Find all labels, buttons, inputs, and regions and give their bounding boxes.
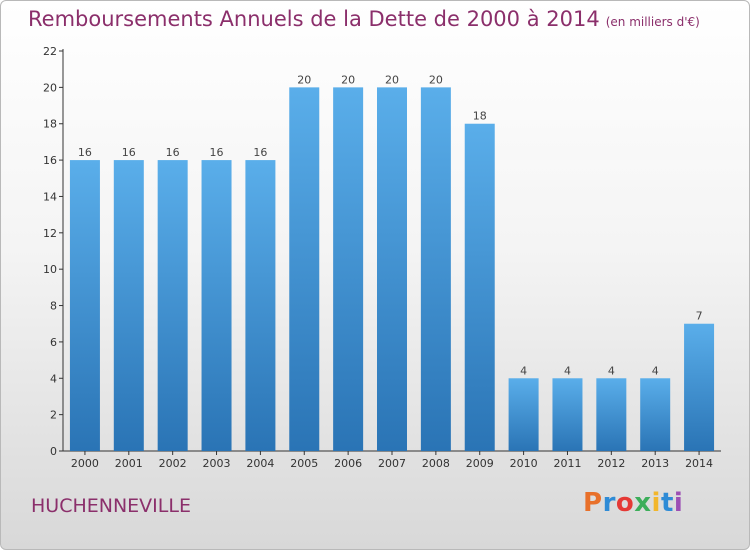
bar-2005: [289, 87, 320, 451]
data-label-2003: 16: [210, 146, 224, 159]
bar-2001: [113, 160, 144, 451]
data-label-2001: 16: [122, 146, 136, 159]
chart-title: Remboursements Annuels de la Dette de 20…: [28, 7, 700, 31]
chart-title-unit: (en milliers d'€): [605, 15, 700, 29]
commune-name: HUCHENNEVILLE: [31, 495, 191, 517]
x-tick-label: 2011: [553, 457, 581, 470]
logo-letter: r: [602, 488, 616, 518]
bar-2013: [640, 378, 671, 451]
x-tick-label: 2012: [597, 457, 625, 470]
x-tick-label: 2002: [159, 457, 187, 470]
x-tick-label: 2003: [203, 457, 231, 470]
data-label-2002: 16: [166, 146, 180, 159]
y-tick-label: 16: [43, 154, 57, 167]
bar-2003: [201, 160, 232, 451]
data-label-2004: 16: [253, 146, 267, 159]
bar-2010: [508, 378, 539, 451]
proxiti-logo: Proxiti: [583, 488, 683, 518]
y-tick-label: 8: [50, 300, 57, 313]
bar-2009: [464, 123, 495, 452]
bar-2008: [420, 87, 451, 451]
data-label-2013: 4: [652, 364, 659, 377]
logo-letter: t: [660, 488, 674, 518]
data-label-2007: 20: [385, 73, 399, 86]
x-tick-label: 2010: [510, 457, 538, 470]
data-label-2014: 7: [696, 310, 703, 323]
y-tick-label: 0: [50, 445, 57, 458]
data-label-2005: 20: [297, 73, 311, 86]
bar-2014: [684, 323, 715, 451]
bar-2012: [596, 378, 627, 451]
x-tick-label: 2004: [246, 457, 274, 470]
x-tick-label: 2009: [466, 457, 494, 470]
data-label-2008: 20: [429, 73, 443, 86]
data-label-2010: 4: [520, 364, 527, 377]
data-label-2006: 20: [341, 73, 355, 86]
bar-2004: [245, 160, 276, 451]
y-tick-label: 14: [43, 190, 57, 203]
logo-letter: x: [634, 488, 652, 518]
x-tick-label: 2013: [641, 457, 669, 470]
logo-letter: P: [583, 488, 603, 518]
x-tick-label: 2000: [71, 457, 99, 470]
chart-data-labels: 16 16 16 16 16 20 20 20 20 18 4 4 4 4 7: [78, 73, 703, 377]
y-tick-label: 20: [43, 81, 57, 94]
bar-2002: [157, 160, 188, 451]
x-tick-label: 2007: [378, 457, 406, 470]
x-tick-label: 2006: [334, 457, 362, 470]
y-tick-label: 2: [50, 409, 57, 422]
y-tick-label: 4: [50, 372, 57, 385]
data-label-2000: 16: [78, 146, 92, 159]
chart-bars: [69, 87, 715, 452]
data-label-2012: 4: [608, 364, 615, 377]
bar-2006: [333, 87, 364, 451]
y-tick-label: 12: [43, 227, 57, 240]
chart-title-main: Remboursements Annuels de la Dette de 20…: [28, 7, 600, 31]
y-tick-label: 22: [43, 45, 57, 58]
data-label-2011: 4: [564, 364, 571, 377]
x-tick-label: 2001: [115, 457, 143, 470]
y-tick-label: 6: [50, 336, 57, 349]
logo-letter: i: [651, 488, 661, 518]
x-tick-label: 2005: [290, 457, 318, 470]
logo-letter: o: [615, 488, 635, 518]
logo-letter: i: [673, 488, 684, 518]
bar-2007: [377, 87, 407, 451]
x-tick-label: 2008: [422, 457, 450, 470]
y-tick-label: 10: [43, 263, 57, 276]
chart-axes: 0 2 4 6 8 10 12 14 16 18 20 22 2000 2001 2002 2003 2004 2…: [43, 45, 721, 470]
x-tick-label: 2014: [685, 457, 713, 470]
bar-2011: [552, 378, 583, 451]
bar-2000: [69, 160, 100, 451]
y-tick-label: 18: [43, 118, 57, 131]
data-label-2009: 18: [473, 110, 487, 123]
